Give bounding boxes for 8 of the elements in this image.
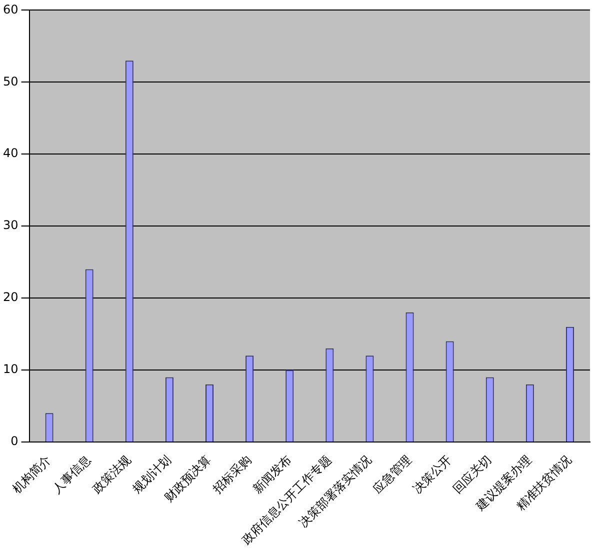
y-tick-label: 50	[2, 74, 18, 88]
y-tick-label: 10	[2, 362, 18, 376]
y-tick-label: 60	[2, 2, 18, 16]
y-tick-label: 20	[2, 290, 18, 304]
y-tick-label: 0	[10, 434, 18, 448]
x-tick-label: 招标采购	[209, 452, 254, 498]
y-tick-label: 30	[2, 218, 18, 232]
y-tick-label: 40	[2, 146, 18, 160]
